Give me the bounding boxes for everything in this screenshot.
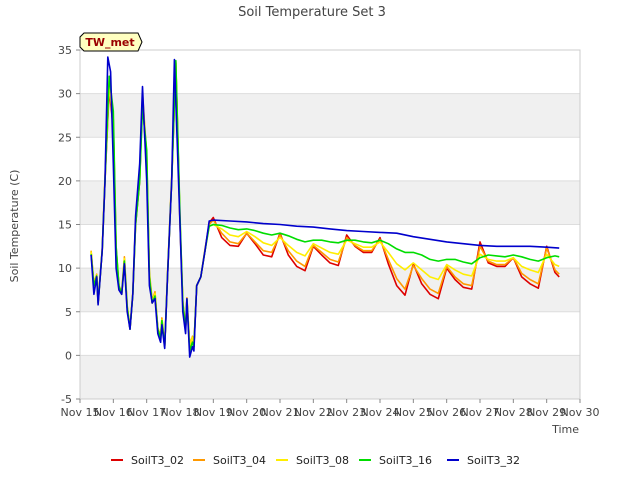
y-axis-ticks: -5 0 5 10 15 20 25 30 35: [58, 44, 80, 406]
annotation-shape: [79, 32, 143, 52]
x-tick-label: Nov 26: [427, 406, 466, 419]
legend-item: SoilT3_04: [193, 454, 266, 467]
legend-item: SoilT3_08: [276, 454, 349, 467]
legend-item: SoilT3_32: [447, 454, 520, 467]
series-line-soilt3-32: [90, 56, 560, 358]
y-tick-label: 30: [58, 88, 72, 101]
annotation-box: TW_met: [79, 32, 143, 52]
legend-label: SoilT3_32: [467, 454, 520, 467]
y-tick-label: 5: [65, 306, 72, 319]
x-tick-label: Nov 22: [294, 406, 333, 419]
legend-label: SoilT3_16: [379, 454, 432, 467]
x-tick-label: Nov 25: [394, 406, 433, 419]
background-band: [80, 137, 580, 181]
x-tick-label: Nov 18: [161, 406, 200, 419]
x-tick-label: Nov 16: [94, 406, 133, 419]
legend-item: SoilT3_02: [111, 454, 184, 467]
background-band: [80, 93, 580, 138]
background-band: [80, 50, 580, 94]
x-tick-label: Nov 27: [461, 406, 500, 419]
x-tick-label: Nov 23: [327, 406, 366, 419]
y-tick-label: 35: [58, 44, 72, 57]
y-tick-label: 25: [58, 131, 72, 144]
y-tick-label: -5: [61, 393, 72, 406]
x-tick-label: Nov 15: [61, 406, 100, 419]
background-band: [80, 268, 580, 312]
x-tick-label: Nov 20: [227, 406, 266, 419]
annotation-label: TW_met: [85, 36, 134, 49]
legend-label: SoilT3_04: [213, 454, 266, 467]
legend-item: SoilT3_16: [359, 454, 432, 467]
x-tick-label: Nov 24: [361, 406, 400, 419]
x-tick-label: Nov 19: [194, 406, 233, 419]
legend-label: SoilT3_02: [131, 454, 184, 467]
background-bands: [80, 50, 580, 399]
background-band: [80, 180, 580, 225]
y-tick-label: 10: [58, 262, 72, 275]
x-tick-label: Nov 29: [527, 406, 566, 419]
x-tick-label: Nov 17: [127, 406, 166, 419]
y-tick-label: 0: [65, 349, 72, 362]
series-lines: [90, 56, 560, 358]
x-axis-label: Time: [551, 423, 579, 436]
legend: SoilT3_02 SoilT3_04 SoilT3_08 SoilT3_16 Soil…: [111, 454, 520, 467]
legend-label: SoilT3_08: [296, 454, 349, 467]
x-tick-label: Nov 30: [561, 406, 600, 419]
y-axis-label: Soil Temperature (C): [8, 170, 21, 283]
chart-title: Soil Temperature Set 3: [238, 5, 386, 20]
background-band: [80, 355, 580, 399]
background-band: [80, 311, 580, 356]
x-tick-label: Nov 21: [261, 406, 300, 419]
x-tick-label: Nov 28: [494, 406, 533, 419]
y-tick-label: 15: [58, 219, 72, 232]
y-tick-label: 20: [58, 175, 72, 188]
